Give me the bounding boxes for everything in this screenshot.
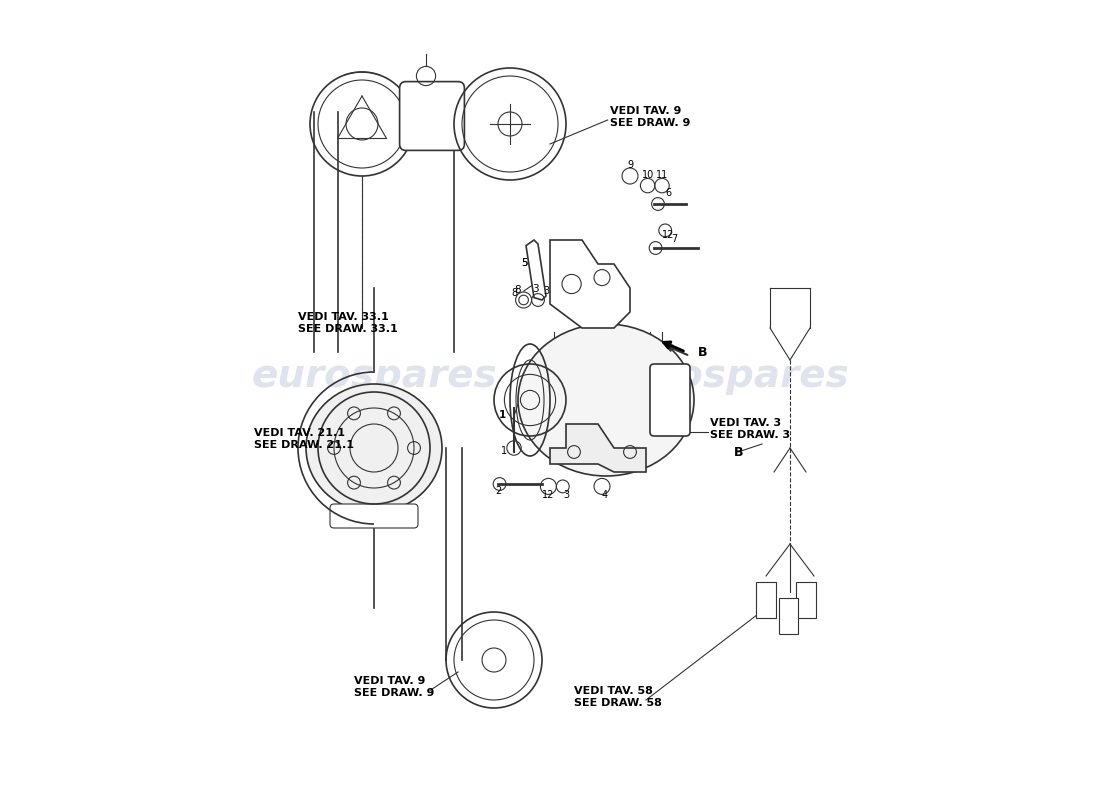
Text: VEDI TAV. 3: VEDI TAV. 3 xyxy=(710,418,781,427)
Text: 8: 8 xyxy=(515,285,521,295)
Text: eurospares: eurospares xyxy=(603,357,849,395)
FancyBboxPatch shape xyxy=(779,598,798,634)
Text: VEDI TAV. 21.1: VEDI TAV. 21.1 xyxy=(254,428,345,438)
Text: SEE DRAW. 9: SEE DRAW. 9 xyxy=(610,118,691,128)
Text: 5: 5 xyxy=(521,258,528,267)
Text: SEE DRAW. 58: SEE DRAW. 58 xyxy=(574,698,662,709)
Text: 2: 2 xyxy=(495,486,502,496)
Text: VEDI TAV. 33.1: VEDI TAV. 33.1 xyxy=(298,312,388,322)
Text: 5: 5 xyxy=(521,258,528,267)
Polygon shape xyxy=(314,112,338,352)
Polygon shape xyxy=(550,424,646,472)
Text: 12: 12 xyxy=(542,490,554,499)
Text: 3: 3 xyxy=(563,490,569,499)
Text: SEE DRAW. 21.1: SEE DRAW. 21.1 xyxy=(254,440,354,450)
Polygon shape xyxy=(550,240,630,328)
Text: SEE DRAW. 3: SEE DRAW. 3 xyxy=(710,430,790,439)
Text: 1: 1 xyxy=(498,410,506,419)
Text: 8: 8 xyxy=(512,288,518,298)
Text: SEE DRAW. 9: SEE DRAW. 9 xyxy=(354,688,434,698)
Text: 3: 3 xyxy=(532,284,539,294)
Text: B: B xyxy=(734,446,744,459)
Text: 1: 1 xyxy=(500,446,507,456)
Text: 12: 12 xyxy=(662,230,674,240)
Text: 6: 6 xyxy=(666,188,671,198)
Text: 3: 3 xyxy=(543,286,549,296)
FancyBboxPatch shape xyxy=(650,364,690,436)
Text: 7: 7 xyxy=(671,234,678,243)
FancyBboxPatch shape xyxy=(399,82,464,150)
Text: VEDI TAV. 9: VEDI TAV. 9 xyxy=(354,676,426,686)
Text: 4: 4 xyxy=(602,490,607,499)
FancyBboxPatch shape xyxy=(330,504,418,528)
Text: 11: 11 xyxy=(656,170,668,180)
Text: 10: 10 xyxy=(641,170,653,180)
Polygon shape xyxy=(526,240,546,300)
Text: B: B xyxy=(698,346,707,359)
Text: VEDI TAV. 58: VEDI TAV. 58 xyxy=(574,686,653,696)
Ellipse shape xyxy=(518,324,694,476)
FancyBboxPatch shape xyxy=(796,582,815,618)
Ellipse shape xyxy=(306,384,442,512)
FancyBboxPatch shape xyxy=(757,582,776,618)
Text: eurospares: eurospares xyxy=(251,357,497,395)
Text: VEDI TAV. 9: VEDI TAV. 9 xyxy=(610,106,681,115)
Text: SEE DRAW. 33.1: SEE DRAW. 33.1 xyxy=(298,324,398,334)
Text: 9: 9 xyxy=(627,160,634,170)
